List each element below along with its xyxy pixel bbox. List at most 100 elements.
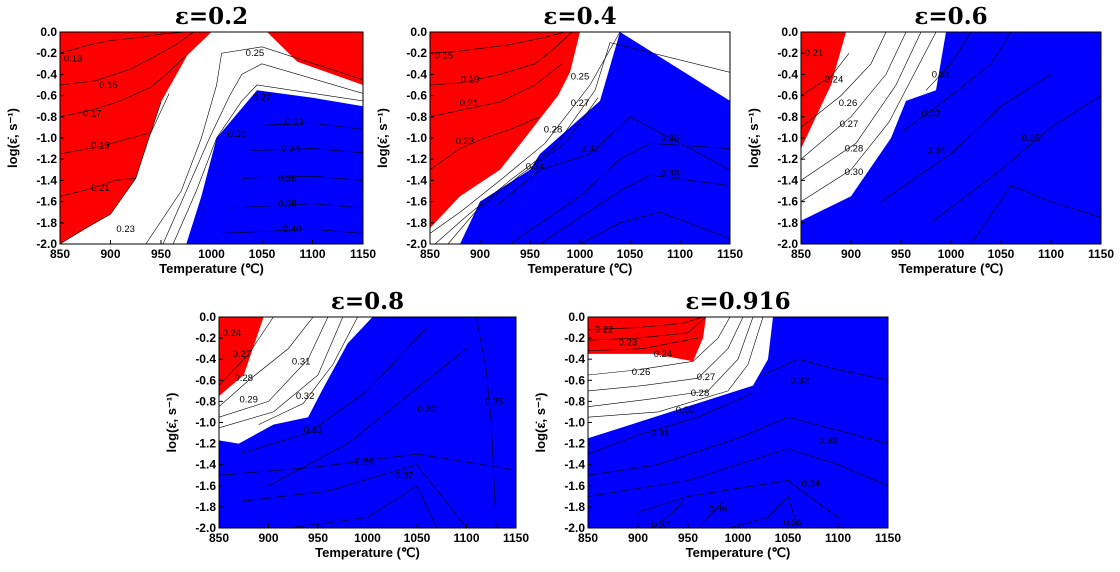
chart-panel-3: 0.24 0.27 0.28 0.29 0.31 0.32 0.33 0.30 0.35 0.36… [164,288,529,560]
contour-line-2 [801,32,907,160]
x-tick-label: 850 [791,247,811,261]
contour-label: 0.23 [116,224,135,235]
contour-line-1 [801,32,887,128]
contour-label: 0.15 [435,50,454,61]
x-tick-label: 850 [50,247,70,261]
x-tick-label: 1100 [299,247,325,261]
chart-panel-0: 0.13 0.15 0.17 0.19 0.21 0.23 0.25 0.27 0.30 0.33… [5,3,376,276]
y-tick-label: -2.0 [406,237,427,251]
contour-line-3 [60,93,170,155]
contour-line-9 [970,185,1101,244]
stable-region-1 [588,317,888,528]
contour-label: 0.36 [278,173,297,184]
contour-line-10 [288,485,438,528]
x-tick-label: 1100 [825,531,851,545]
contour-label: 0.33 [304,425,323,436]
contour-label: 0.35 [485,396,504,407]
contour-label: 0.21 [460,98,479,109]
contour-line-2 [588,337,699,352]
contour-label: 0.24 [223,328,242,339]
x-axis-label: Temperature (℃) [528,261,633,276]
y-tick-label: -0.6 [406,89,427,103]
chart-title: ε=0.4 [543,3,616,30]
contour-label: 0.40 [283,224,302,235]
y-tick-label: -2.0 [195,521,216,535]
contour-label: 0.23 [619,337,638,348]
contour-label: 0.30 [418,404,437,415]
chart-title: ε=0.6 [914,3,987,30]
y-tick-label: -0.4 [195,352,216,366]
y-tick-label: -1.4 [406,173,427,187]
contour-label: 0.27 [697,372,716,383]
y-tick-label: -0.8 [406,110,427,124]
y-tick-label: -1.0 [564,416,585,430]
contour-line-2 [430,63,563,118]
contour-line-5 [60,178,137,244]
contour-line-10 [579,211,730,244]
contour-label: 0.27 [840,119,859,130]
x-tick-label: 1050 [249,247,276,261]
x-tick-label: 950 [151,247,171,261]
y-tick-label: -0.6 [36,89,57,103]
contour-line-5 [238,327,428,455]
x-tick-label: 850 [420,247,440,261]
contour-label: 0.30 [676,405,695,416]
y-tick-label: -1.8 [777,216,798,230]
chart-panel-4: 0.22 0.23 0.240.26 0.27 0.28 0.30 0.31 0.32 0.33… [533,288,901,560]
y-tick-label: -2.0 [777,237,798,251]
contour-line-11 [241,175,363,181]
x-tick-label: 1050 [775,531,802,545]
contour-line-0 [588,317,704,330]
x-tick-label: 900 [841,247,861,261]
x-tick-label: 1150 [503,531,529,545]
contour-label: 0.30 [845,167,864,178]
contour-label: 0.19 [461,75,480,86]
contour-line-1 [588,317,707,341]
y-tick-label: -1.6 [564,479,585,493]
contour-line-8 [762,358,888,381]
contour-label: 0.32 [791,375,810,386]
y-axis-label: log(ε̇, s⁻¹) [746,108,761,168]
contour-label: 0.37 [652,520,671,531]
contour-line-6 [268,348,467,487]
contour-line-6 [588,317,764,418]
y-tick-label: -1.8 [564,500,585,514]
instability-region-0 [588,317,706,362]
x-tick-label: 1150 [875,531,901,545]
contour-line-10 [251,148,363,154]
y-tick-label: -1.4 [36,173,57,187]
contour-line-9 [588,416,888,476]
chart-title: ε=0.2 [175,3,248,30]
contour-line-3 [588,317,731,376]
y-tick-label: -1.8 [36,216,57,230]
contour-label: 0.36 [709,504,728,515]
y-tick-label: -1.6 [195,479,216,493]
contour-label: 0.36 [661,133,680,144]
contour-line-7 [588,392,754,455]
contour-label: 0.35 [784,518,803,529]
y-tick-label: -0.4 [36,67,57,81]
y-tick-label: -0.8 [195,394,216,408]
contour-line-7 [880,74,1052,202]
contour-line-5 [434,42,730,244]
chart-title: ε=0.8 [331,288,404,315]
y-tick-label: -1.6 [406,195,427,209]
contour-line-0 [430,32,566,54]
y-tick-label: -0.4 [406,67,427,81]
y-tick-label: -1.4 [564,458,585,472]
y-axis-label: log(ε̇, s⁻¹) [5,108,20,168]
contour-line-4 [801,32,937,202]
contour-line-0 [60,32,187,54]
y-tick-label: -1.2 [777,152,798,166]
contour-line-1 [219,317,314,407]
contour-line-2 [60,55,187,118]
x-axis-label: Temperature (℃) [899,261,1004,276]
y-tick-label: -0.8 [564,394,585,408]
y-tick-label: 0.0 [781,25,798,39]
x-tick-label: 950 [308,531,328,545]
x-axis-label: Temperature (℃) [315,545,420,560]
contour-label: 0.33 [922,109,941,120]
x-tick-label: 1000 [198,247,225,261]
contour-label: 0.32 [581,144,600,155]
contour-label: 0.27 [253,93,272,104]
